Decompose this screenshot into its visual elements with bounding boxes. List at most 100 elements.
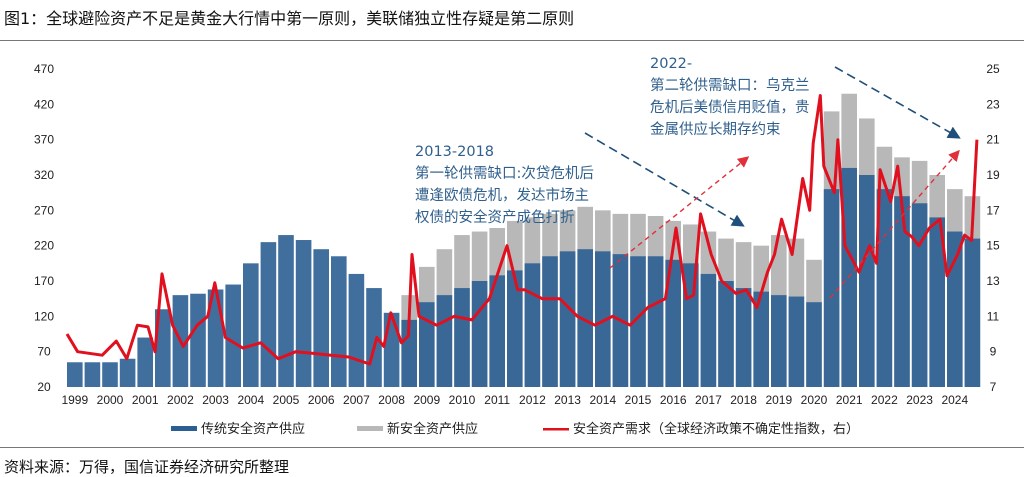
- y-right-tick-label: 15: [986, 239, 1000, 253]
- traditional-supply-bar: [137, 337, 153, 387]
- traditional-supply-bar: [383, 312, 400, 387]
- up-trend-arrow: [609, 156, 750, 269]
- y-right-tick-label: 19: [986, 168, 1000, 182]
- traditional-supply-bar: [278, 235, 294, 387]
- y-left-tick-label: 120: [34, 309, 54, 323]
- traditional-supply-bar: [471, 281, 488, 387]
- traditional-supply-bar: [841, 167, 857, 387]
- traditional-supply-bar: [947, 231, 963, 387]
- annotation-text: 遭逢欧债危机，发达市场主: [415, 187, 589, 204]
- figure-title: 图1：全球避险资产不足是黄金大行情中第一原则，美联储独立性存疑是第二原则: [4, 9, 575, 28]
- traditional-supply-bar: [102, 362, 118, 387]
- y-left-tick-label: 420: [34, 97, 54, 111]
- y-right-tick-label: 17: [986, 203, 1000, 217]
- trend-arrows: [584, 66, 961, 299]
- traditional-supply-bar: [630, 256, 646, 387]
- y-right-tick-label: 9: [990, 345, 997, 359]
- x-tick-label: 2014: [589, 393, 616, 407]
- y-right-tick-label: 7: [990, 380, 997, 394]
- demand-line: [65, 94, 979, 366]
- traditional-supply-bar: [718, 281, 734, 387]
- y-left-tick-label: 470: [34, 62, 54, 76]
- traditional-supply-bar: [313, 249, 329, 387]
- traditional-supply-bar: [559, 251, 576, 387]
- x-tick-label: 2024: [941, 393, 968, 407]
- x-tick-label: 2004: [237, 393, 264, 407]
- x-tick-label: 2015: [625, 393, 652, 407]
- annotation-text: 权债的安全资产成色打折: [415, 208, 575, 226]
- y-left-tick-label: 320: [34, 168, 54, 182]
- legend: 传统安全资产供应 新安全资产供应 安全资产需求（全球经济政策不确定性指数，右）: [171, 421, 859, 437]
- bottom-divider: [0, 447, 1024, 448]
- down-trend-arrow: [584, 132, 745, 227]
- traditional-supply-bar: [507, 270, 523, 387]
- annotation-text: 第一轮供需缺口:次贷危机后: [415, 164, 594, 182]
- x-tick-label: 2010: [449, 393, 476, 407]
- x-tick-label: 2013: [554, 393, 581, 407]
- traditional-supply-bar: [331, 256, 347, 387]
- traditional-supply-bar: [260, 242, 277, 387]
- traditional-supply-bar: [753, 291, 769, 387]
- traditional-supply-bar: [595, 251, 611, 387]
- traditional-supply-bar: [823, 189, 840, 387]
- x-tick-label: 2019: [765, 393, 792, 407]
- x-tick-label: 2005: [273, 393, 300, 407]
- traditional-supply-bar: [911, 203, 928, 387]
- y-right-tick-label: 23: [986, 97, 1000, 111]
- y-left-tick-label: 70: [37, 345, 51, 359]
- traditional-supply-bar: [859, 175, 875, 387]
- annotation-text: 2013-2018: [415, 144, 494, 160]
- x-tick-label: 1999: [61, 393, 88, 407]
- x-tick-label: 2012: [519, 393, 546, 407]
- traditional-supply-bar: [366, 288, 382, 387]
- x-tick-label: 2020: [801, 393, 828, 407]
- traditional-supply-bar: [647, 256, 664, 387]
- x-tick-label: 2000: [97, 393, 124, 407]
- x-tick-label: 2002: [167, 393, 194, 407]
- y-left-tick-label: 270: [34, 203, 54, 217]
- y-left-tick-label: 370: [34, 133, 54, 147]
- y-right-tick-label: 25: [986, 62, 1000, 76]
- traditional-supply-bar: [964, 238, 981, 387]
- y-right-tick-label: 21: [986, 133, 1000, 147]
- x-tick-label: 2018: [730, 393, 757, 407]
- y-right-tick-label: 11: [987, 309, 1000, 323]
- traditional-supply-bar: [190, 293, 206, 387]
- down-trend-arrow: [834, 66, 961, 139]
- traditional-supply-bar: [876, 189, 893, 387]
- x-tick-label: 2017: [695, 393, 722, 407]
- traditional-supply-bar: [401, 319, 417, 387]
- x-tick-label: 2022: [871, 393, 898, 407]
- traditional-supply-bar: [419, 302, 435, 387]
- traditional-supply-bar: [489, 275, 505, 387]
- traditional-supply-bar: [524, 263, 541, 387]
- legend-swatch: [357, 426, 383, 431]
- y-right-tick-label: 13: [986, 274, 1000, 288]
- x-tick-label: 2001: [132, 393, 159, 407]
- traditional-supply-bar: [929, 217, 945, 387]
- traditional-supply-bar: [225, 284, 241, 387]
- traditional-supply-bar: [454, 288, 470, 387]
- x-tick-label: 2023: [906, 393, 933, 407]
- annotation-text: 2022-: [650, 56, 692, 72]
- traditional-supply-bar: [155, 309, 171, 387]
- legend-label: 安全资产需求（全球经济政策不确定性指数，右）: [573, 421, 859, 437]
- traditional-supply-bar: [243, 263, 259, 387]
- traditional-supply-bar: [348, 273, 365, 387]
- annotation-text: 金属供应长期存约束: [650, 120, 781, 138]
- traditional-supply-bar: [735, 288, 752, 387]
- traditional-supply-bar: [542, 256, 558, 387]
- traditional-supply-bar: [806, 302, 822, 387]
- traditional-supply-bar: [436, 295, 453, 387]
- top-divider: [0, 40, 1024, 41]
- x-tick-label: 2003: [202, 393, 229, 407]
- legend-label: 传统安全资产供应: [201, 421, 305, 437]
- traditional-supply-bar: [295, 240, 312, 387]
- x-tick-label: 2007: [343, 393, 370, 407]
- annotation-text: 危机后美债信用贬值，贵: [650, 99, 810, 116]
- legend-label: 新安全资产供应: [387, 421, 478, 437]
- y-left-tick-label: 220: [34, 239, 54, 253]
- source-note: 资料来源：万得，国信证券经济研究所整理: [4, 458, 290, 476]
- y-left-tick-label: 170: [34, 274, 54, 288]
- annotation-text: 第二轮供需缺口：乌克兰: [650, 76, 810, 94]
